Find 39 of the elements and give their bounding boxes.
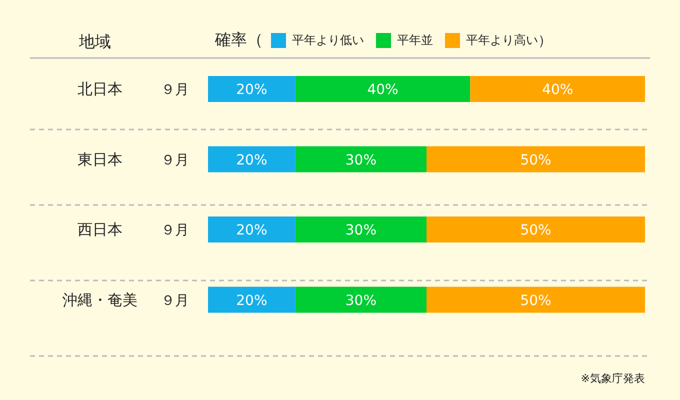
data-label: 50%	[520, 152, 552, 168]
text: ９月	[161, 82, 189, 98]
legend-title: 確率（	[215, 30, 263, 51]
y-tick-label: 沖縄・奄美	[62, 290, 138, 309]
bar	[426, 286, 645, 313]
data-label: 20%	[236, 292, 268, 309]
bar	[208, 216, 296, 242]
bar	[208, 146, 296, 172]
y-axis-title: 地域	[78, 32, 111, 51]
y-tick-label: 北日本	[78, 80, 122, 98]
bar	[470, 76, 645, 102]
bar	[426, 146, 645, 172]
data-label: 40%	[542, 82, 574, 98]
text: ９月	[161, 152, 189, 168]
legend-label: 平年より低い	[291, 32, 364, 49]
data-label: 20%	[236, 222, 268, 238]
data-label: 20%	[236, 82, 268, 98]
data-label: 40%	[367, 82, 398, 98]
bar	[295, 286, 426, 313]
text: ９月	[161, 292, 189, 309]
text: ９月	[161, 222, 189, 239]
data-label: 30%	[345, 222, 377, 238]
bar	[295, 76, 470, 102]
data-label: 50%	[520, 292, 552, 309]
bar	[208, 76, 296, 102]
data-label: 30%	[345, 152, 377, 168]
data-label: 20%	[236, 152, 268, 168]
data-label: 50%	[520, 222, 552, 238]
data-label: 30%	[345, 292, 377, 309]
bar	[208, 286, 296, 313]
bar	[295, 146, 426, 172]
y-tick-label: 西日本	[78, 220, 122, 239]
bar	[426, 216, 645, 242]
text: ※気象庁発表	[580, 372, 645, 385]
legend-label: 平年並	[396, 32, 433, 49]
y-tick-label: 東日本	[78, 150, 122, 168]
bar	[295, 216, 426, 242]
text: ）	[538, 32, 552, 50]
legend-label: 平年より高い	[465, 32, 538, 49]
